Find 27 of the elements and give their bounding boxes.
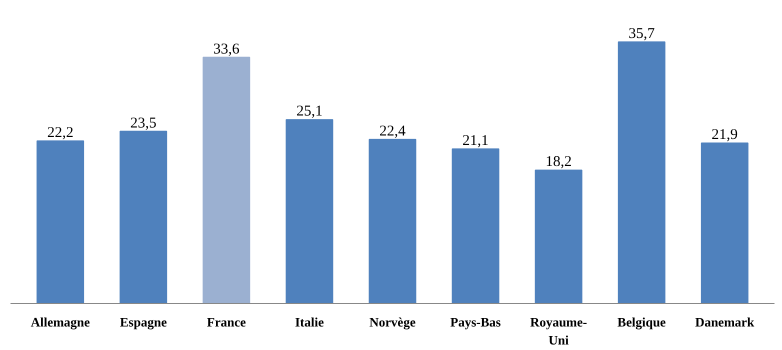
bar [534, 170, 582, 304]
bar [700, 142, 748, 304]
data-label: 22,2 [47, 124, 74, 141]
bar [36, 140, 84, 304]
x-tick-label: France [206, 314, 246, 330]
bar [286, 119, 334, 304]
x-tick-label: Allemagne [30, 314, 90, 330]
x-tick-label: Italie [295, 314, 324, 330]
data-label: 33,6 [213, 41, 240, 58]
bar [120, 130, 168, 304]
data-label: 35,7 [628, 26, 656, 42]
data-label: 23,5 [130, 115, 156, 132]
x-tick-label: Belgique [617, 314, 666, 330]
data-label: 25,1 [296, 104, 323, 120]
data-label: 21,9 [712, 127, 738, 144]
bar [202, 56, 250, 304]
bar [618, 41, 666, 304]
x-tick-label: Pays-Bas [450, 314, 501, 330]
data-label: 22,4 [379, 123, 406, 140]
data-label: 21,1 [462, 132, 489, 149]
x-tick-label: Royaume-Uni [530, 314, 588, 348]
bar [368, 138, 416, 304]
x-tick-label: Espagne [120, 314, 168, 330]
x-tick-label: Danemark [695, 314, 756, 330]
x-tick-label: Norvège [369, 314, 416, 330]
bar [452, 148, 500, 304]
data-label: 18,2 [545, 154, 572, 170]
